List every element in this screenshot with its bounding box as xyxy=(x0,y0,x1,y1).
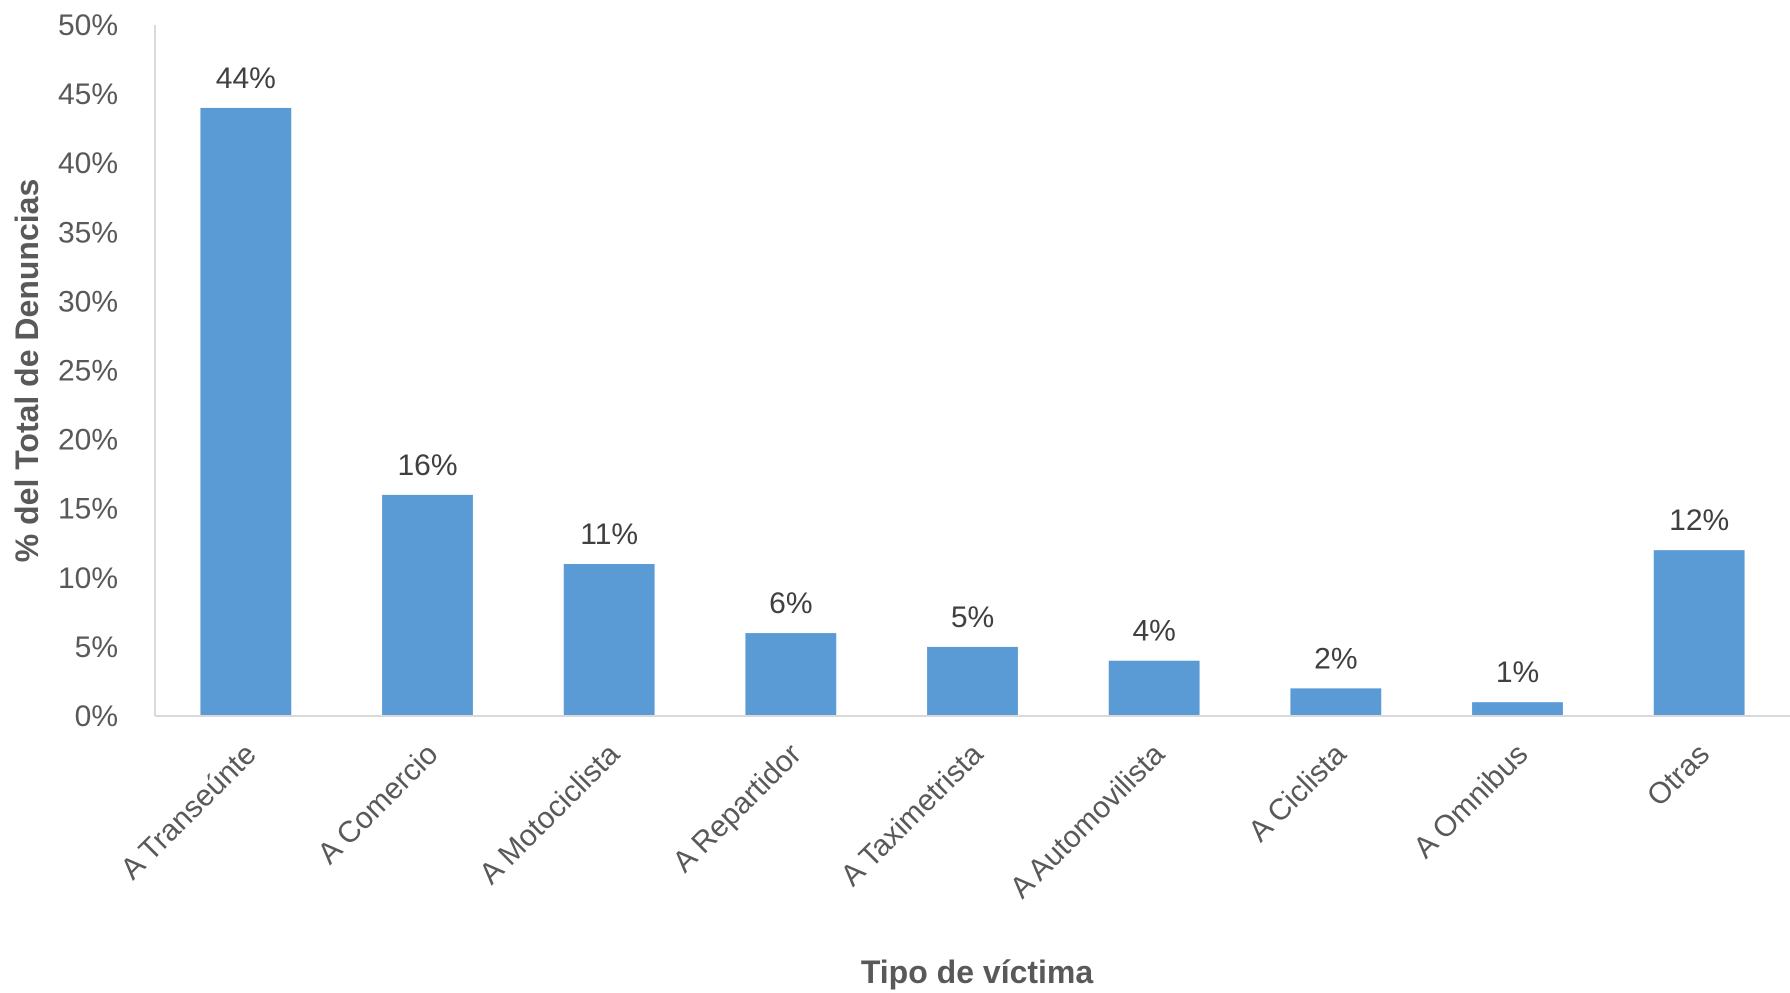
data-label-a-ciclista: 2% xyxy=(1314,642,1357,675)
data-label-a-omnibus: 1% xyxy=(1496,656,1539,689)
category-label-a-motociclista: A Motociclista xyxy=(473,737,626,890)
bar-a-repartidor xyxy=(745,633,837,716)
y-tick-label: 25% xyxy=(58,355,118,388)
y-axis-title: % del Total de Denuncias xyxy=(9,179,45,562)
data-label-a-taximetrista: 5% xyxy=(951,601,994,634)
data-label-a-repartidor: 6% xyxy=(769,587,812,620)
y-axis-ticks: 0% 5% 10% 15% 20% 25% 30% 35% 40% 45% 50% xyxy=(58,9,118,733)
y-tick-label: 15% xyxy=(58,493,118,526)
y-tick-label: 50% xyxy=(58,9,118,42)
data-labels: 44% 16% 11% 6% 5% 4% 2% 1% 12% xyxy=(216,62,1729,689)
category-label-a-comercio: A Comercio xyxy=(311,738,444,871)
category-label-a-repartidor: A Repartidor xyxy=(667,738,808,879)
x-axis-title: Tipo de víctima xyxy=(861,954,1094,990)
bar-a-ciclista xyxy=(1290,688,1382,716)
bar-a-omnibus xyxy=(1472,702,1563,716)
bar-a-comercio xyxy=(382,494,473,716)
data-label-a-comercio: 16% xyxy=(397,449,457,482)
data-label-a-transeunte: 44% xyxy=(216,62,276,95)
y-tick-label: 40% xyxy=(58,147,118,180)
data-label-a-motociclista: 11% xyxy=(580,518,638,551)
category-label-a-omnibus: A Omnibus xyxy=(1407,738,1534,865)
category-label-a-automovilista: A Automovilista xyxy=(1004,737,1171,904)
category-label-a-transeunte: A Transeúnte xyxy=(114,738,262,886)
y-tick-label: 10% xyxy=(58,562,118,595)
y-tick-label: 5% xyxy=(75,631,118,664)
bar-otras xyxy=(1653,550,1745,716)
bar-series xyxy=(200,107,1745,717)
category-label-a-ciclista: A Ciclista xyxy=(1242,737,1353,848)
bar-a-motociclista xyxy=(563,563,655,716)
y-tick-label: 45% xyxy=(58,78,118,111)
category-label-otras: Otras xyxy=(1641,738,1716,813)
data-label-a-automovilista: 4% xyxy=(1132,615,1175,648)
y-tick-label: 35% xyxy=(58,216,118,249)
data-label-otras: 12% xyxy=(1669,504,1729,537)
bar-a-transeunte xyxy=(200,107,292,717)
y-tick-label: 0% xyxy=(75,700,118,733)
bar-a-taximetrista xyxy=(927,646,1018,716)
x-axis-category-labels: A Transeúnte A Comercio A Motociclista A Re… xyxy=(114,737,1716,904)
y-tick-label: 20% xyxy=(58,424,118,457)
bar-a-automovilista xyxy=(1108,660,1200,716)
category-label-a-taximetrista: A Taximetrista xyxy=(834,737,989,892)
y-tick-label: 30% xyxy=(58,285,118,318)
